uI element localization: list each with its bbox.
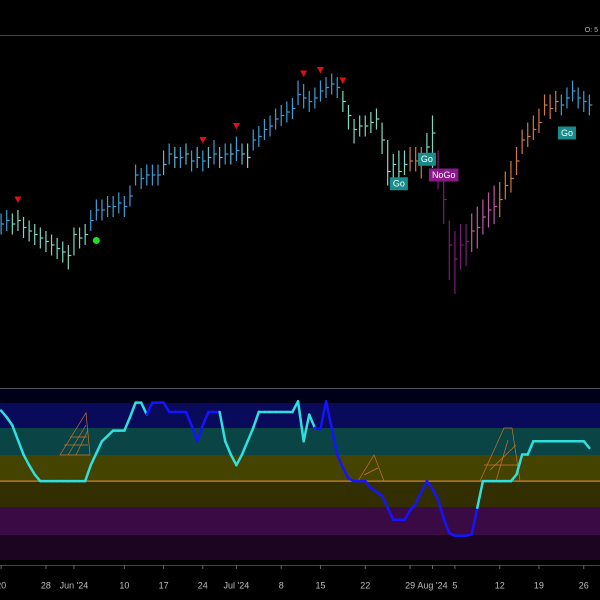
oscillator-segment xyxy=(0,409,8,419)
sell-signal xyxy=(232,123,240,130)
x-tick-label: 17 xyxy=(159,580,169,590)
oscillator-segment xyxy=(336,453,345,470)
oscillator-segment xyxy=(5,416,14,427)
oscillator-segment xyxy=(431,487,440,502)
oscillator-segment xyxy=(195,424,205,443)
oscillator-segment xyxy=(436,498,445,520)
x-tick-label: 20 xyxy=(0,580,6,590)
oscillator-segment xyxy=(302,413,311,443)
oscillator-segment xyxy=(240,439,249,456)
sell-signal xyxy=(300,70,308,77)
oscillator-segment xyxy=(11,424,20,442)
x-tick-label: 22 xyxy=(360,580,370,590)
oscillator-segment xyxy=(139,401,149,416)
oscillator-segment xyxy=(145,401,154,416)
x-tick-label: 26 xyxy=(579,580,589,590)
oscillator-segment xyxy=(582,439,591,450)
annotation-label: Go xyxy=(561,128,573,138)
oscillator-segment xyxy=(95,439,104,455)
x-tick-label: 28 xyxy=(41,580,51,590)
x-tick-label: 29 xyxy=(405,580,415,590)
x-tick-label: 15 xyxy=(315,580,325,590)
oscillator-segment xyxy=(307,413,317,430)
oscillator-segment xyxy=(100,434,109,443)
sell-signal xyxy=(316,67,324,74)
x-tick-label: 24 xyxy=(198,580,208,590)
band xyxy=(0,507,600,535)
annotation-label: Go xyxy=(393,179,405,189)
annotation: Go xyxy=(557,126,576,140)
x-tick-label: Aug '24 xyxy=(417,580,447,590)
band xyxy=(0,535,600,560)
oscillator-segment xyxy=(27,463,36,476)
annotation-box xyxy=(417,152,436,166)
oscillator-segment xyxy=(89,451,98,467)
oscillator-segment xyxy=(106,429,115,438)
oscillator-segment xyxy=(414,490,423,506)
sell-signal xyxy=(199,137,207,144)
annotation-box xyxy=(557,126,576,140)
oscillator-segment xyxy=(476,479,485,510)
buy-signal xyxy=(92,237,100,244)
oscillator-segment xyxy=(509,473,518,483)
hatch xyxy=(59,411,91,456)
oscillator-segment xyxy=(246,426,255,443)
x-tick-label: 10 xyxy=(119,580,129,590)
oscillator-segment xyxy=(22,453,31,467)
oscillator-segment xyxy=(380,494,389,510)
x-tick-label: 12 xyxy=(495,580,505,590)
oscillator-segment xyxy=(324,400,333,430)
oscillator-segment xyxy=(526,439,535,456)
oscillator-segment xyxy=(296,400,305,443)
x-tick-label: Jul '24 xyxy=(224,580,250,590)
x-tick-label: 8 xyxy=(279,580,284,590)
oscillator-segment xyxy=(442,517,451,535)
oscillator-segment xyxy=(83,463,93,483)
oscillator-segment xyxy=(123,416,132,432)
oscillator-segment xyxy=(364,479,373,490)
oscillator-segment xyxy=(470,506,479,536)
oscillator-segment xyxy=(235,453,244,467)
annotation-label: NoGo xyxy=(432,170,456,180)
x-tick-label: 19 xyxy=(534,580,544,590)
annotation-box xyxy=(389,177,408,191)
oscillator-segment xyxy=(184,410,193,427)
annotation-label: Go xyxy=(421,154,433,164)
oscillator-segment xyxy=(190,424,199,443)
sell-signal xyxy=(339,77,347,84)
band xyxy=(0,428,600,455)
oscillator-segment xyxy=(330,426,339,456)
sell-signal xyxy=(14,196,22,203)
oscillator-segment xyxy=(515,453,524,476)
oscillator-bands xyxy=(0,388,600,560)
oscillator-segment xyxy=(319,400,328,431)
oscillator-segment xyxy=(341,466,350,480)
annotation: Go xyxy=(417,152,436,166)
oscillator-segment xyxy=(386,506,395,522)
oscillator-segment xyxy=(425,479,434,491)
ohlc-label: O: 5 xyxy=(585,27,598,34)
annotation: NoGo xyxy=(428,168,459,182)
x-tick-label: 5 xyxy=(452,580,457,590)
annotation-box xyxy=(428,168,459,182)
oscillator-segment xyxy=(128,401,137,419)
oscillator-segment xyxy=(223,439,233,456)
band xyxy=(0,388,600,403)
hatch xyxy=(479,427,521,482)
oscillator-segment xyxy=(162,401,171,414)
oscillator-segment xyxy=(218,410,227,443)
oscillator-segment xyxy=(420,479,429,494)
oscillator-segment xyxy=(408,502,417,512)
annotation: Go xyxy=(389,177,408,191)
band xyxy=(0,481,600,507)
oscillator-segment xyxy=(201,410,210,427)
oscillator-segment xyxy=(33,473,42,483)
oscillator-segment xyxy=(251,410,261,430)
oscillator-segment xyxy=(16,438,25,456)
oscillator-segment xyxy=(403,509,412,522)
x-tick-label: Jun '24 xyxy=(60,580,89,590)
oscillator-segment xyxy=(229,453,238,467)
